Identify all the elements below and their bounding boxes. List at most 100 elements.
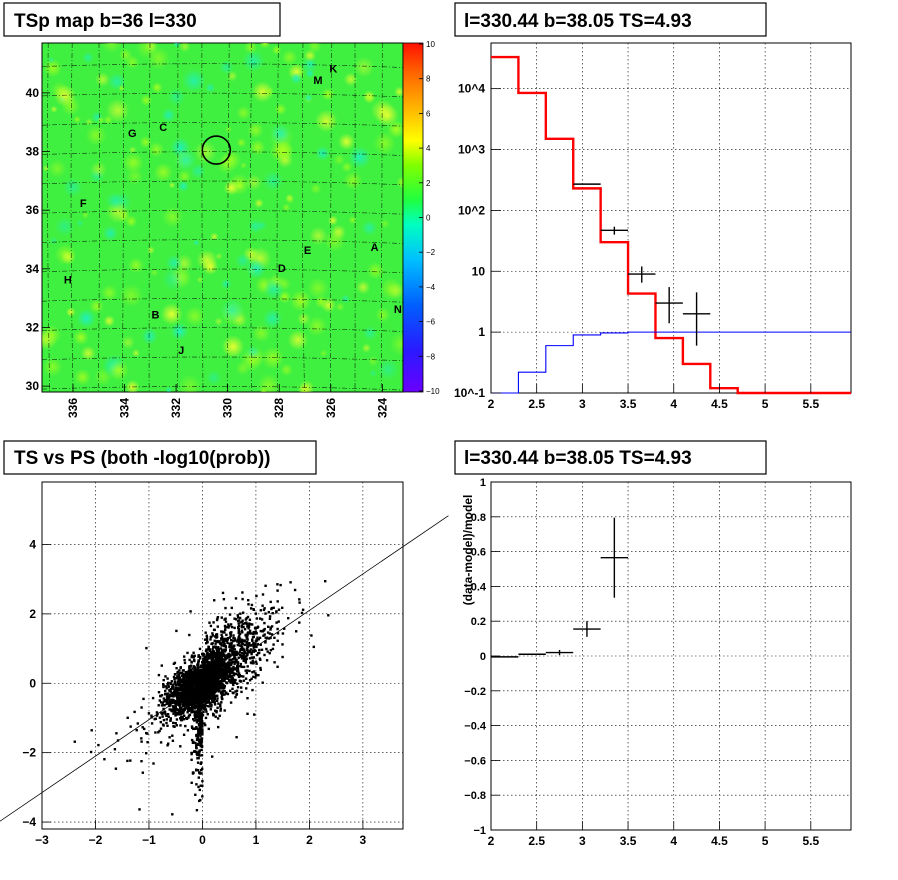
scatter-point <box>217 684 219 686</box>
scatter-point <box>175 693 177 695</box>
scatter-point <box>263 622 265 624</box>
scatter-point <box>313 646 315 648</box>
map-fluctuation <box>185 306 205 326</box>
map-fluctuation <box>354 57 374 77</box>
map-fluctuation <box>257 221 267 231</box>
scatter-point <box>212 634 214 636</box>
scatter-point <box>241 657 243 659</box>
scatter-point <box>253 713 255 715</box>
scatter-point <box>90 751 92 753</box>
scatter-point <box>168 716 170 718</box>
scatter-point <box>298 621 300 623</box>
scatter-point <box>201 653 203 655</box>
scatter-point <box>213 599 215 601</box>
scatter-point <box>257 674 259 676</box>
scatter-point <box>188 659 190 661</box>
scatter-point <box>172 722 174 724</box>
scatter-point <box>208 692 210 694</box>
scatter-point <box>210 625 212 627</box>
scatter-point <box>247 603 249 605</box>
scatter-point <box>169 719 171 721</box>
scatter-point <box>145 647 147 649</box>
scatter-point <box>190 759 192 761</box>
scatter-point <box>197 762 199 764</box>
scatter-point <box>208 728 210 730</box>
colorbar-tick-label: −6 <box>426 318 436 327</box>
scatter-point <box>215 670 217 672</box>
scatter-point <box>224 618 226 620</box>
scatter-point <box>255 612 257 614</box>
scatter-point <box>212 701 214 703</box>
scatter-point <box>175 667 177 669</box>
map-fluctuation <box>54 85 76 107</box>
scatter-point <box>127 717 129 719</box>
scatter-point <box>194 666 196 668</box>
scatter-point <box>201 733 203 735</box>
scatter-point <box>252 662 254 664</box>
scatter-point <box>183 700 185 702</box>
map-fluctuation <box>140 136 152 148</box>
map-fluctuation <box>315 110 338 133</box>
scatter-point <box>230 681 232 683</box>
scatter-x-tick-label: 1 <box>253 833 260 847</box>
scatter-point <box>205 691 207 693</box>
scatter-point <box>245 670 247 672</box>
map-fluctuation <box>250 140 266 156</box>
scatter-point <box>197 661 199 663</box>
scatter-point <box>193 751 195 753</box>
map-fluctuation <box>90 161 106 177</box>
scatter-point <box>247 646 249 648</box>
scatter-point <box>155 718 157 720</box>
scatter-point <box>201 730 203 732</box>
spectrum-x-tick-label: 5.5 <box>802 397 819 411</box>
map-fluctuation <box>221 278 232 289</box>
scatter-y-tick-label: 0 <box>29 676 36 690</box>
scatter-point <box>232 684 234 686</box>
map-fluctuation <box>178 180 189 191</box>
scatter-point <box>239 613 241 615</box>
scatter-point <box>192 652 194 654</box>
scatter-point <box>160 721 162 723</box>
scatter-point <box>170 708 172 710</box>
scatter-point <box>249 632 251 634</box>
map-fluctuation <box>224 180 239 195</box>
scatter-point <box>231 668 233 670</box>
scatter-point <box>175 722 177 724</box>
scatter-point <box>189 693 191 695</box>
scatter-point <box>298 598 300 600</box>
scatter-point <box>195 769 197 771</box>
scatter-point <box>238 622 240 624</box>
map-fluctuation <box>205 83 215 93</box>
scatter-point <box>278 620 280 622</box>
scatter-point <box>164 675 166 677</box>
scatter-point <box>198 738 200 740</box>
colorbar-tick-label: 10 <box>426 40 435 49</box>
map-fluctuation <box>145 40 158 53</box>
scatter-y-tick-label: −2 <box>22 746 36 760</box>
scatter-point <box>275 611 277 613</box>
map-fluctuation <box>97 116 104 123</box>
scatter-point <box>154 731 156 733</box>
scatter-point <box>266 659 268 661</box>
scatter-point <box>262 593 264 595</box>
scatter-point <box>232 692 234 694</box>
ratio-y-tick-label: 1 <box>480 477 486 489</box>
scatter-point <box>193 684 195 686</box>
map-fluctuation <box>262 347 285 370</box>
scatter-point <box>241 639 243 641</box>
map-fluctuation <box>167 88 185 106</box>
scatter-y-tick-label: 2 <box>29 607 36 621</box>
scatter-point <box>198 702 200 704</box>
scatter-point <box>252 636 254 638</box>
scatter-point <box>193 711 195 713</box>
scatter-point <box>163 697 165 699</box>
scatter-point <box>219 653 221 655</box>
scatter-point <box>227 678 229 680</box>
scatter-point <box>200 749 202 751</box>
scatter-point <box>229 613 231 615</box>
scatter-point <box>278 609 280 611</box>
map-fluctuation <box>104 315 115 326</box>
scatter-point <box>245 687 247 689</box>
scatter-point <box>204 694 206 696</box>
